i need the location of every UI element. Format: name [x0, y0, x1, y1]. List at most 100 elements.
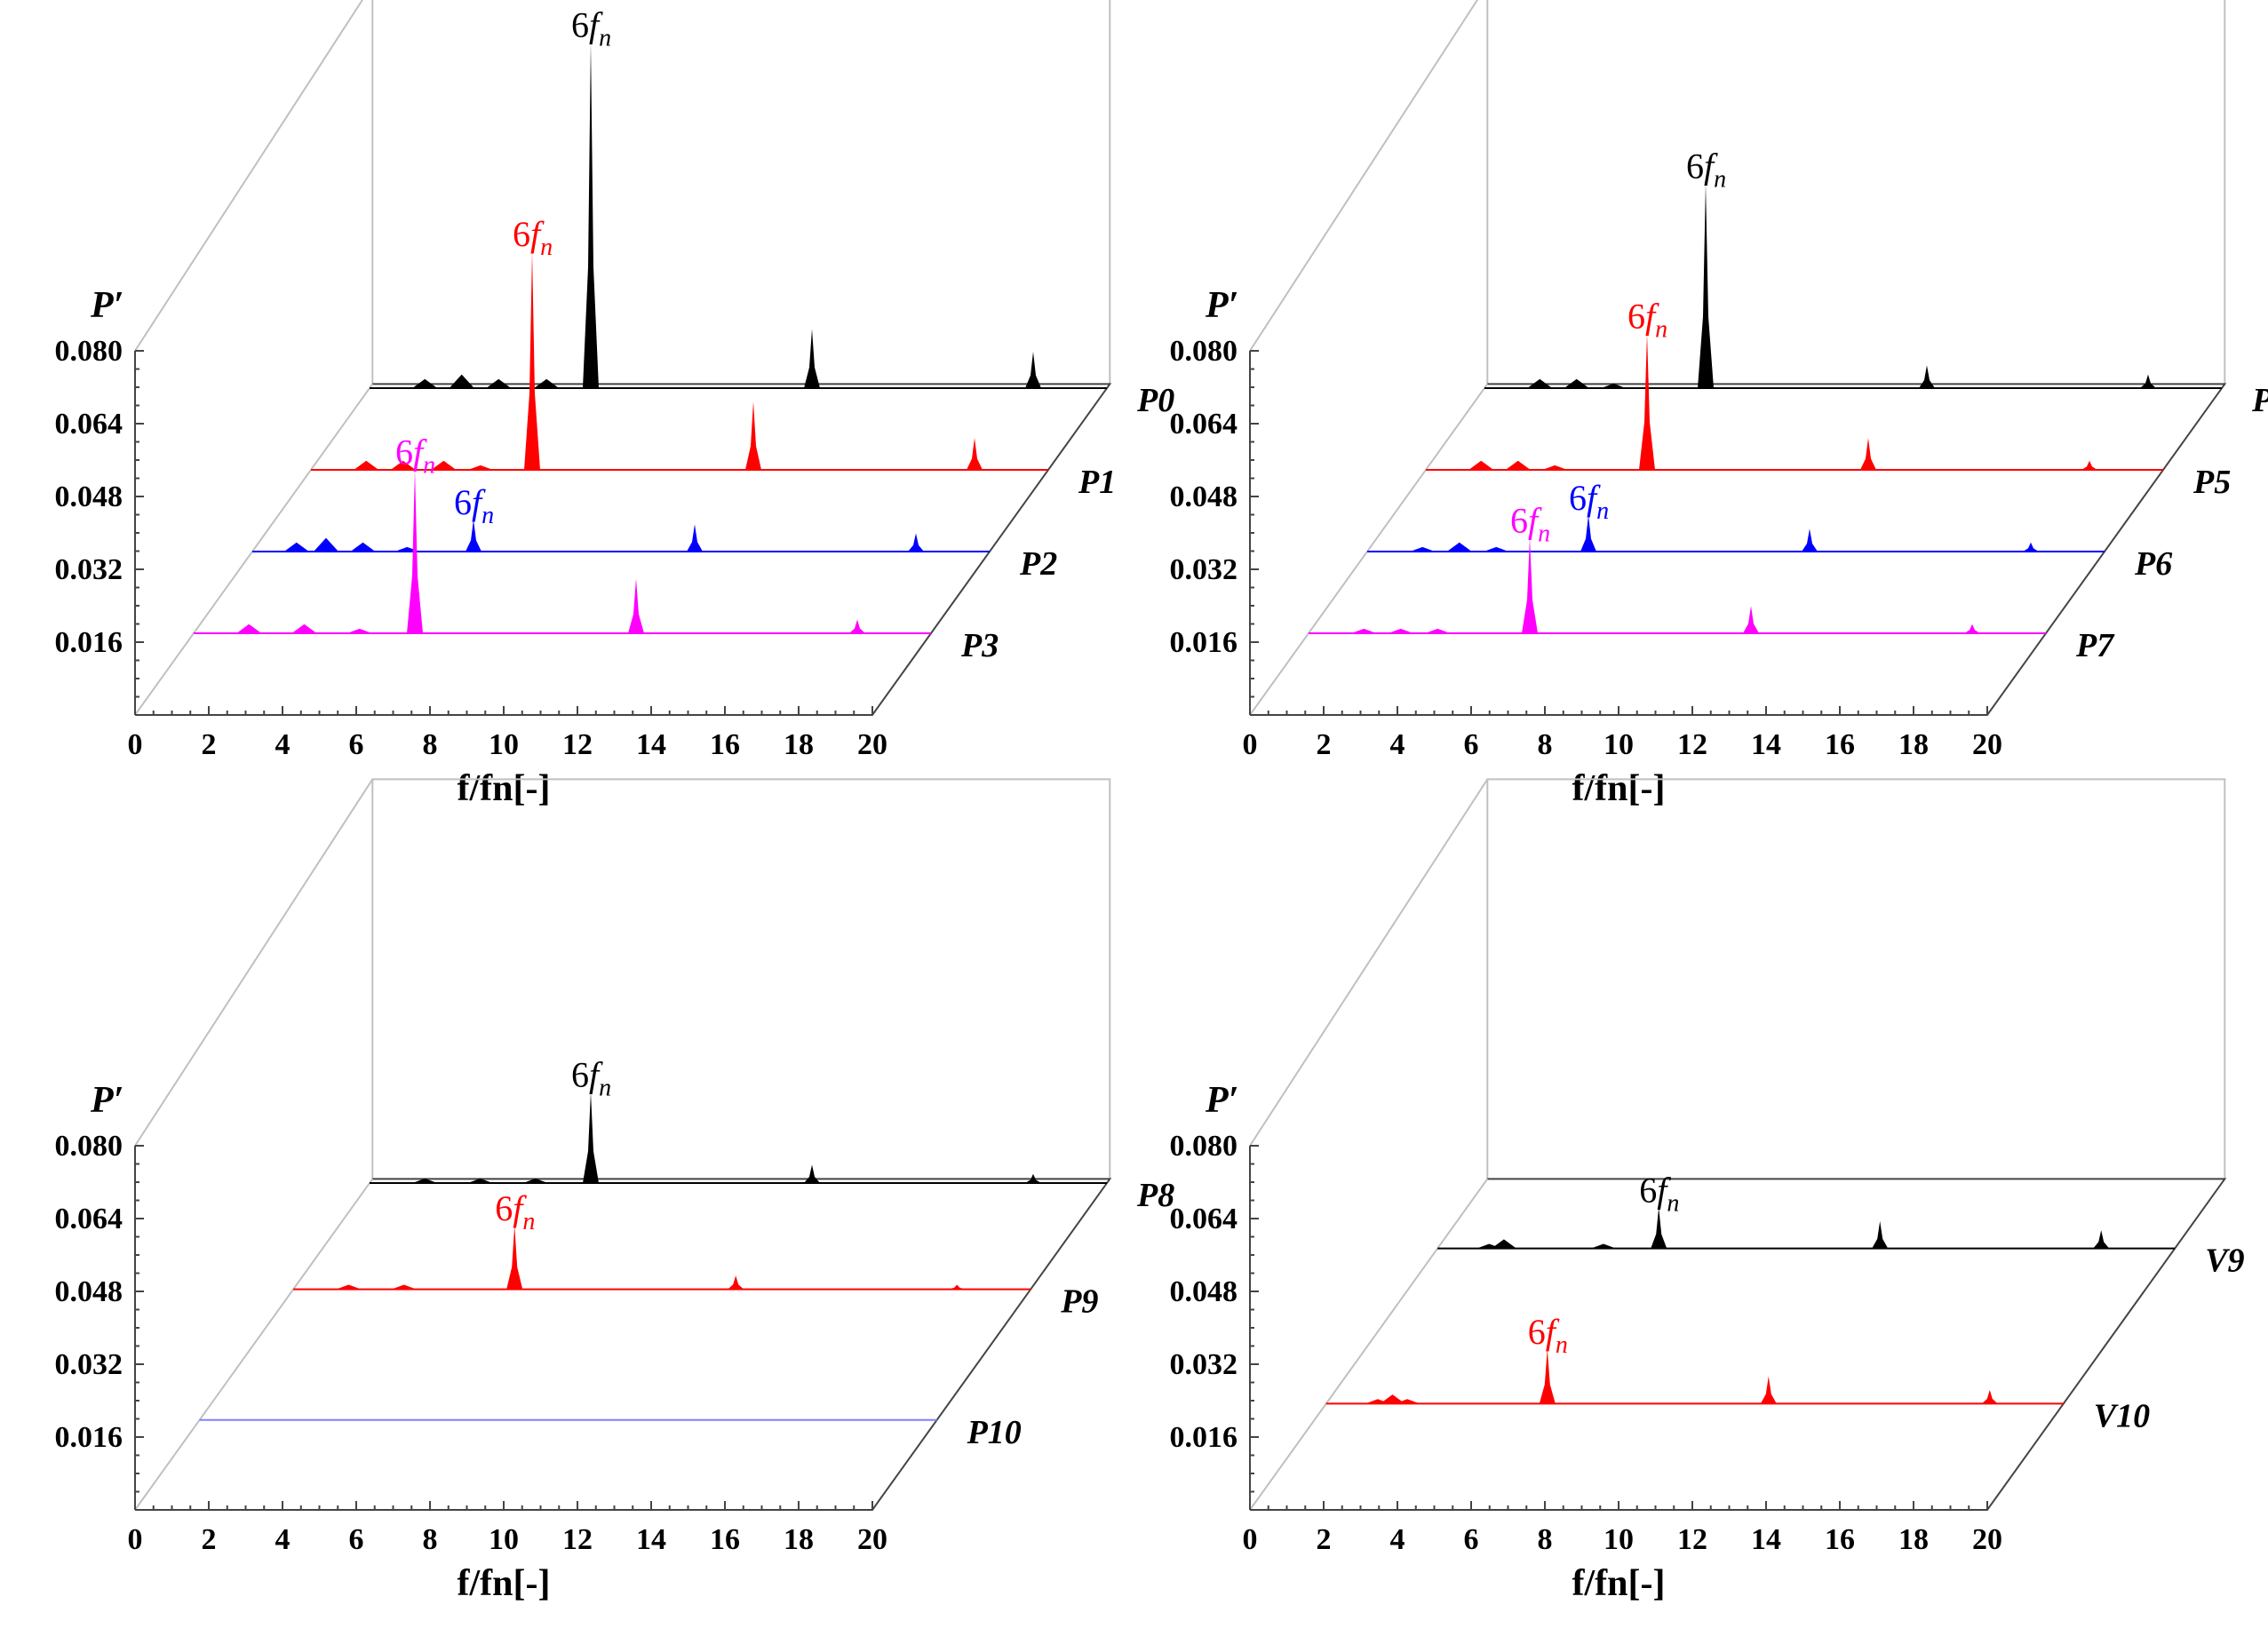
- floor-outline: [135, 383, 1112, 716]
- x-tick-label: 18: [784, 728, 814, 761]
- y-tick-label: 0.016: [55, 1421, 123, 1454]
- spectrum-peak: [849, 619, 865, 633]
- y-tick-label: 0.064: [1170, 408, 1238, 441]
- spectrum-peak: [583, 1092, 599, 1183]
- back-wall: [371, 778, 1111, 1179]
- y-tick-label: 0.080: [1170, 1130, 1238, 1163]
- chart-panel-p8-p10: 0.016 0.032 0.048 0.064 0.080 P′ 0 2 4 6 8 10 12 14 16…: [55, 778, 1174, 1604]
- y-axis-label: P′: [1205, 285, 1238, 326]
- spectrum-peak: [949, 1284, 966, 1290]
- x-tick-label: 2: [202, 728, 217, 761]
- spectrum-peak: [2023, 542, 2039, 552]
- x-axis-label: f/fn[-]: [1572, 768, 1666, 809]
- noise-bump: [391, 1284, 417, 1290]
- spectrum-peak: [728, 1275, 744, 1290]
- spectrum-peak: [1025, 1173, 1041, 1183]
- x-tick-label: 20: [857, 728, 887, 761]
- floor-depth-edge: [1249, 1178, 1489, 1511]
- peak-label-6fn: 6fn: [571, 1055, 611, 1102]
- spectrum-peak: [2093, 1230, 2110, 1249]
- y-tick-label: 0.064: [1170, 1203, 1238, 1235]
- peak-label-6fn: 6fn: [1528, 1312, 1568, 1359]
- floor-depth-edge: [1249, 383, 1489, 716]
- chart-panel-p0-p3: 0.016 0.032 0.048 0.064 0.080 P′ 0 2 4 6 8 10 12 14 16…: [55, 0, 1174, 809]
- y-tick-label: 0.016: [1170, 1421, 1238, 1454]
- back-wall: [1486, 778, 2226, 1179]
- y-tick-label: 0.080: [55, 335, 123, 368]
- spectrum-peak: [1860, 438, 1876, 470]
- x-tick-label: 18: [1898, 1523, 1929, 1556]
- floor-depth-edge: [134, 383, 374, 716]
- x-tick-label: 4: [1390, 1523, 1405, 1556]
- x-tick-label: 6: [349, 728, 364, 761]
- series-P6: 6fn P6: [1367, 478, 2172, 583]
- peak-label-6fn: 6fn: [454, 482, 494, 529]
- series-label: P0: [1136, 382, 1174, 419]
- x-axis-label: f/fn[-]: [458, 768, 551, 809]
- spectrum-peak: [1981, 1390, 1998, 1404]
- y-axis-label: P′: [1205, 1080, 1238, 1121]
- x-tick-label: 0: [128, 728, 143, 761]
- spectrum-peak: [804, 329, 820, 388]
- series-P5: 6fn P5: [1426, 296, 2231, 501]
- y-axis-label: P′: [90, 1080, 123, 1121]
- series-V9: 6fn V9: [1437, 1170, 2245, 1280]
- x-axis-label: f/fn[-]: [1572, 1563, 1666, 1604]
- noise-bump: [346, 628, 372, 633]
- x-tick-label: 14: [636, 728, 666, 761]
- x-tick-label: 6: [349, 1523, 364, 1556]
- x-tick-label: 8: [423, 728, 438, 761]
- spectrum-peak: [1522, 537, 1538, 633]
- noise-bump: [283, 542, 309, 552]
- side-wall-edge: [1249, 778, 1489, 1510]
- series-P8: 6fn P8: [370, 1055, 1174, 1214]
- back-wall: [371, 0, 1111, 385]
- spectrum-peak: [2081, 460, 2097, 470]
- series-label: P9: [1060, 1283, 1098, 1321]
- x-tick-label: 14: [636, 1523, 666, 1556]
- x-tick-label: 6: [1464, 728, 1479, 761]
- x-tick-label: 20: [857, 1523, 887, 1556]
- noise-bump: [314, 537, 338, 552]
- x-tick-label: 6: [1464, 1523, 1479, 1556]
- series-P9: 6fn P9: [293, 1188, 1098, 1321]
- noise-bump: [390, 460, 416, 470]
- spectrum-peak: [967, 438, 983, 470]
- side-wall-edge: [134, 0, 364, 715]
- spectrum-peak: [1743, 606, 1759, 633]
- series-label: V10: [2094, 1397, 2150, 1434]
- x-tick-label: 16: [710, 728, 740, 761]
- y-tick-label: 0.048: [55, 480, 123, 513]
- x-tick-label: 0: [1243, 1523, 1258, 1556]
- x-tick-label: 12: [562, 728, 593, 761]
- noise-bump: [534, 378, 560, 388]
- y-tick-label: 0.048: [1170, 480, 1238, 513]
- peak-label-6fn: 6fn: [1569, 478, 1609, 525]
- noise-bump: [1410, 546, 1436, 552]
- series-label: P6: [2134, 545, 2172, 583]
- series-label: P7: [2075, 627, 2115, 664]
- noise-bump: [1395, 1399, 1420, 1404]
- peak-label-6fn: 6fn: [513, 214, 553, 261]
- spectrum-peak: [1872, 1220, 1889, 1249]
- noise-bump: [467, 1178, 493, 1183]
- spectrum-peak: [1539, 1348, 1556, 1404]
- noise-bump: [1542, 465, 1568, 470]
- x-tick-label: 12: [1677, 1523, 1707, 1556]
- spectrum-peak: [524, 251, 540, 470]
- noise-bump: [431, 460, 457, 470]
- y-tick-label: 0.064: [55, 408, 123, 441]
- spectrum-peak: [506, 1225, 523, 1290]
- x-tick-label: 14: [1751, 728, 1781, 761]
- peak-label-6fn: 6fn: [1510, 500, 1550, 547]
- spectrum-peak: [1919, 365, 1935, 388]
- peak-label-6fn: 6fn: [395, 433, 435, 480]
- noise-bump: [236, 623, 262, 633]
- back-wall: [1486, 0, 2226, 385]
- noise-bump: [486, 378, 512, 388]
- noise-bump: [1590, 1243, 1616, 1249]
- spectrum-peak: [804, 1164, 820, 1183]
- series-label: V9: [2205, 1243, 2244, 1280]
- noise-bump: [1388, 628, 1413, 633]
